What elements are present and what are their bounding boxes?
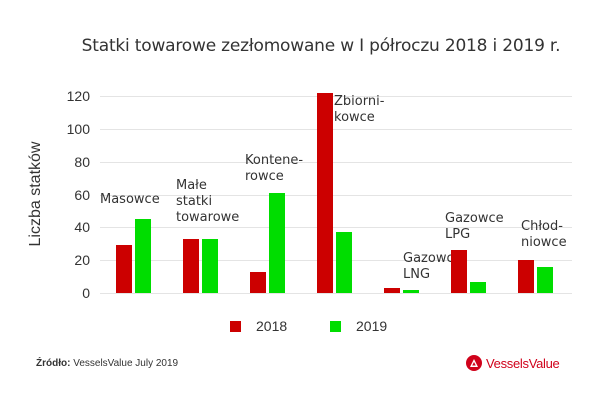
y-axis-label: Liczba statków bbox=[27, 141, 44, 247]
legend-swatch-icon bbox=[330, 320, 341, 332]
gridline bbox=[100, 227, 572, 229]
category-label: Małe statki towarowe bbox=[176, 178, 240, 225]
legend-item-2019[interactable]: 2019 bbox=[330, 318, 387, 334]
gridline bbox=[100, 161, 572, 163]
gridline bbox=[100, 293, 572, 294]
y-tick-label: 40 bbox=[74, 219, 90, 236]
plot-area: 0 20 40 60 80 100 120 Masowce Małe statki towaro… bbox=[67, 88, 572, 301]
source-prefix: Źródło: bbox=[36, 358, 71, 369]
y-tick-label: 60 bbox=[74, 186, 90, 203]
category-label: Kontene- rowce bbox=[245, 153, 304, 184]
logo-mark-icon bbox=[466, 355, 482, 371]
bar-2018[interactable] bbox=[183, 238, 199, 293]
y-tick-label: 120 bbox=[66, 88, 90, 104]
bar-2019[interactable] bbox=[135, 219, 151, 293]
bar-2019[interactable] bbox=[202, 238, 218, 293]
y-tick-label: 0 bbox=[82, 285, 90, 301]
y-tick-label: 20 bbox=[74, 252, 90, 269]
y-tick-label: 80 bbox=[74, 153, 90, 170]
category-label: Gazowce LPG bbox=[445, 211, 504, 242]
gridline bbox=[100, 96, 572, 97]
category-label: Zbiorni- kowce bbox=[334, 94, 385, 125]
y-tick-label: 100 bbox=[66, 120, 90, 137]
source-note: Źródło: VesselsValue July 2019 bbox=[36, 358, 178, 369]
category-label: Gazowce LNG bbox=[403, 251, 462, 282]
legend-swatch-icon bbox=[230, 320, 241, 332]
gridline bbox=[100, 128, 572, 130]
bar-2019[interactable] bbox=[269, 192, 285, 293]
source-text: VesselsValue July 2019 bbox=[70, 358, 179, 369]
legend-label: 2018 bbox=[256, 318, 288, 334]
bar-2018[interactable] bbox=[518, 260, 534, 293]
bar-2018[interactable] bbox=[451, 250, 467, 293]
bar-2019[interactable] bbox=[336, 232, 352, 293]
legend: 2018 2019 bbox=[0, 318, 600, 338]
bar-2019[interactable] bbox=[403, 289, 419, 293]
legend-item-2018[interactable]: 2018 bbox=[230, 318, 287, 334]
vesselsvalue-logo: VesselsValue bbox=[466, 355, 560, 371]
legend-label: 2019 bbox=[356, 318, 388, 334]
bar-2018[interactable] bbox=[317, 92, 333, 293]
bar-2018[interactable] bbox=[384, 288, 400, 293]
chart-title: Statki towarowe zezłomowane w I półroczu… bbox=[81, 36, 561, 56]
gridline bbox=[100, 194, 572, 196]
bar-2018[interactable] bbox=[116, 245, 132, 293]
category-label: Masowce bbox=[100, 192, 160, 207]
bar-2019[interactable] bbox=[470, 281, 486, 293]
bar-2018[interactable] bbox=[250, 271, 266, 293]
bar-2019[interactable] bbox=[537, 266, 553, 293]
logo-text: VesselsValue bbox=[486, 355, 560, 371]
category-label: Chłod- niowce bbox=[521, 219, 567, 250]
